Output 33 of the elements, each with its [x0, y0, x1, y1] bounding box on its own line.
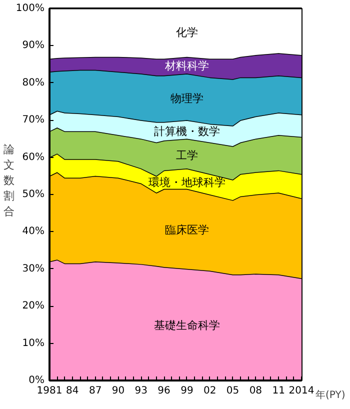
series-label: 物理学 — [170, 92, 204, 106]
series-label: 計算機・数学 — [154, 124, 220, 138]
series-label: 臨床医学 — [164, 224, 209, 237]
x-tick-label: 93 — [134, 386, 148, 396]
y-tick-label: 100% — [16, 3, 45, 14]
y-tick-label: 30% — [22, 263, 45, 274]
x-axis-title: 年(PY) — [316, 389, 346, 401]
y-axis-title: 論文数割合 — [4, 142, 14, 218]
y-tick-label: 20% — [22, 300, 45, 312]
x-tick-label: 08 — [249, 386, 262, 396]
y-tick-label: 50% — [22, 189, 45, 200]
x-tick-label: 2014 — [288, 386, 314, 396]
x-tick-label: 11 — [272, 386, 285, 396]
y-tick-label: 40% — [22, 226, 45, 238]
series-label: 化学 — [176, 26, 198, 40]
x-tick-label: 90 — [112, 386, 125, 396]
x-tick-label: 05 — [226, 386, 240, 396]
y-tick-label: 0% — [28, 375, 45, 386]
series-label: 基礎生命科学 — [154, 319, 220, 332]
x-tick-label: 1981 — [36, 386, 62, 396]
x-tick-label: 02 — [204, 386, 216, 396]
x-tick-label: 96 — [158, 386, 170, 396]
series-label: 材料科学 — [164, 60, 209, 73]
y-tick-label: 80% — [22, 77, 45, 88]
series-label: 工学 — [176, 148, 198, 162]
y-tick-label: 70% — [22, 114, 45, 126]
x-tick-label: 84 — [66, 386, 79, 396]
y-tick-label: 60% — [22, 152, 45, 163]
x-tick-label: 87 — [88, 386, 102, 396]
y-tick-label: 10% — [22, 338, 45, 349]
y-tick-label: 90% — [22, 40, 45, 52]
series-label: 環境・地球科学 — [148, 176, 226, 189]
x-tick-label: 99 — [180, 386, 194, 396]
